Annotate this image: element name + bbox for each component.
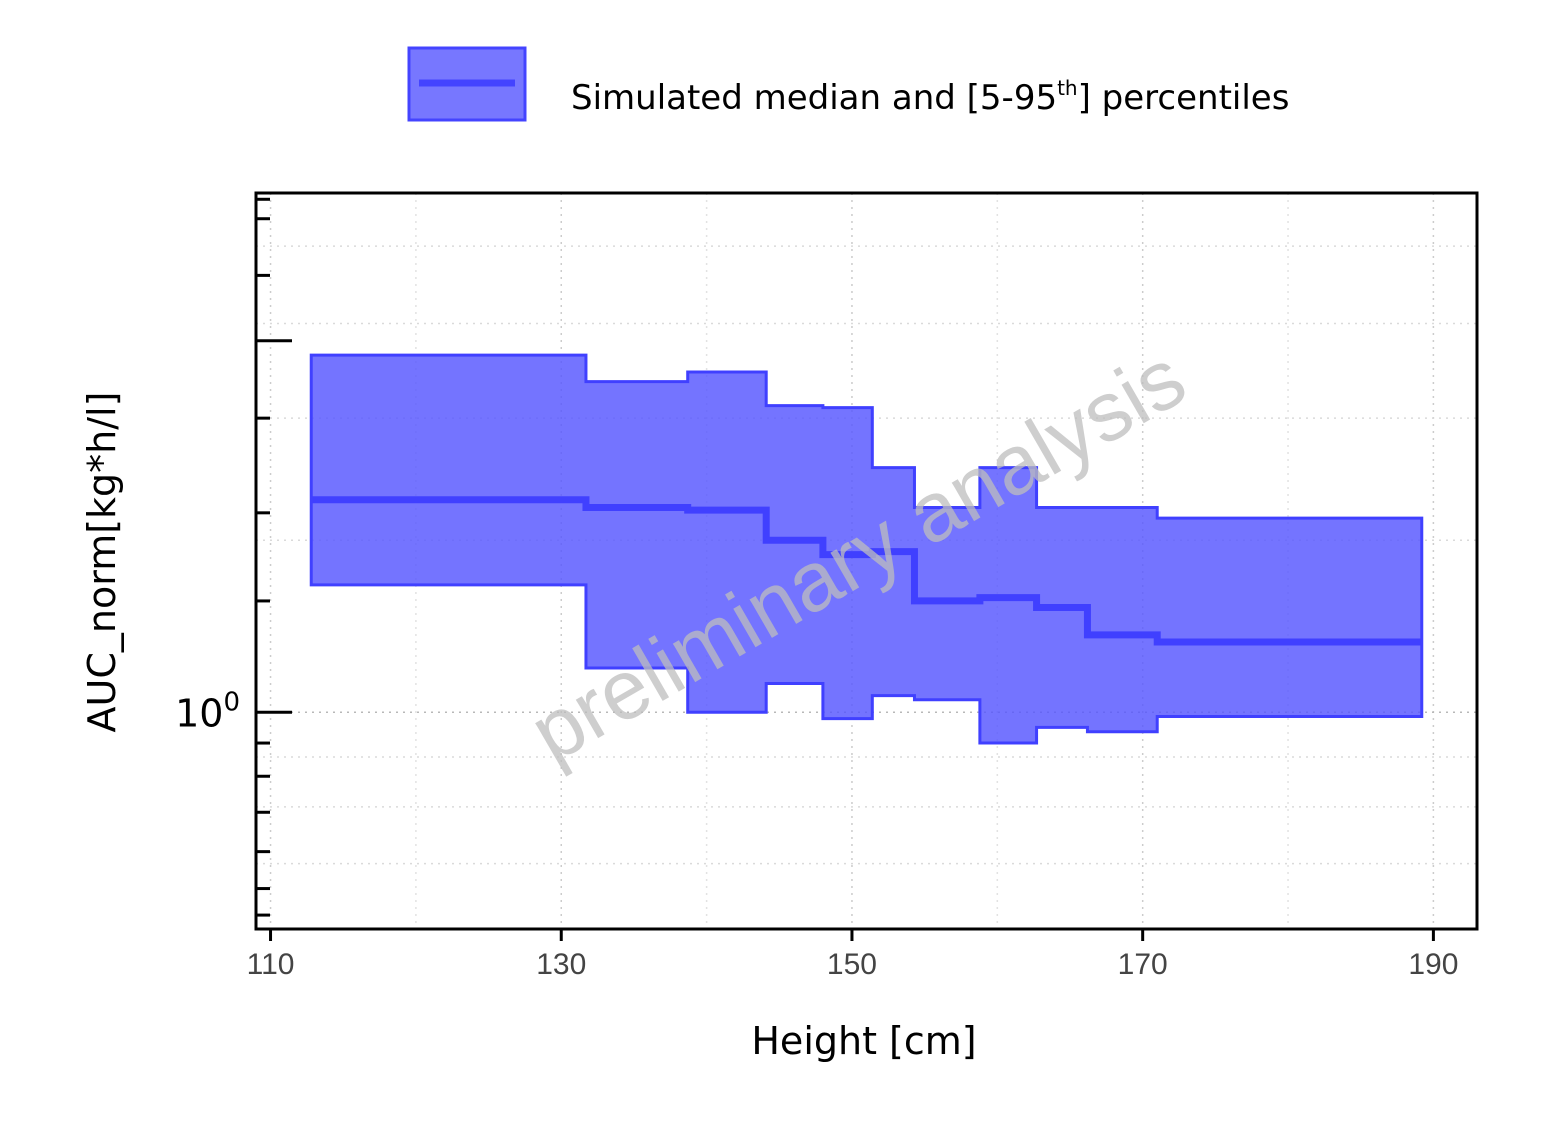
median-line: [311, 496, 1422, 646]
x-tick-label: 170: [1118, 948, 1168, 981]
x-axis-ticks: 110 130 150 170 190: [247, 929, 1458, 981]
legend: Simulated median and [5-95th] percentile…: [407, 46, 1289, 122]
y-axis-ticks: 100: [175, 197, 292, 917]
x-tick-label: 150: [827, 948, 877, 981]
x-axis-title: Height [cm]: [751, 1019, 976, 1063]
x-tick-label: 130: [536, 948, 586, 981]
percentile-bands: [309, 353, 1424, 745]
y-tick-label: 100: [175, 687, 240, 735]
x-tick-label: 190: [1408, 948, 1458, 981]
x-tick-label: 110: [247, 948, 295, 981]
percentile-band: [309, 353, 1424, 745]
legend-label: Simulated median and [5-95th] percentile…: [571, 76, 1289, 118]
y-axis-title: AUC_norm[kg*h/l]: [80, 392, 124, 733]
plot-frame: [254, 191, 1479, 931]
median-lines: [311, 496, 1422, 646]
